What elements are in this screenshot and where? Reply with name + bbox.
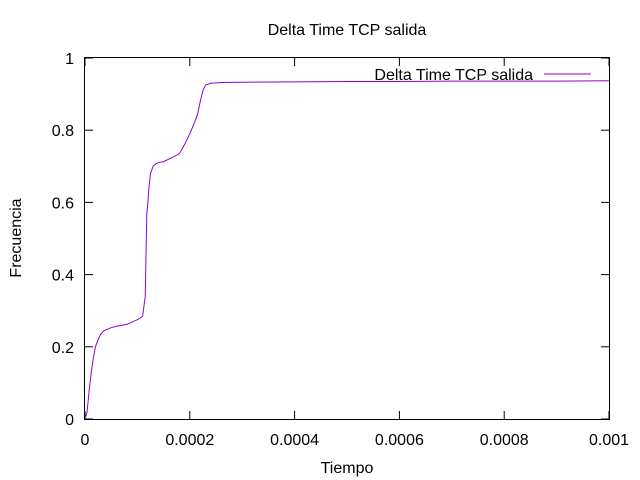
x-tick-label: 0.001 — [589, 432, 629, 449]
plot-frame — [84, 57, 610, 420]
y-tick-label: 0 — [65, 412, 74, 429]
y-tick-label: 1 — [65, 51, 74, 68]
x-tick-label: 0.0008 — [480, 432, 529, 449]
x-axis-label: Tiempo — [321, 460, 374, 477]
y-tick-label: 0.8 — [52, 123, 74, 140]
legend-label: Delta Time TCP salida — [374, 67, 533, 84]
y-tick-label: 0.2 — [52, 340, 74, 357]
plot-area — [84, 80, 610, 420]
x-tick-label: 0.0006 — [375, 432, 424, 449]
x-tick-label: 0.0002 — [165, 432, 214, 449]
y-tick-label: 0.4 — [52, 268, 74, 285]
legend: Delta Time TCP salida — [374, 67, 591, 84]
y-tick-label: 0.6 — [52, 195, 74, 212]
chart-title: Delta Time TCP salida — [268, 22, 427, 39]
y-axis-label: Frecuencia — [8, 198, 25, 277]
x-tick-label: 0 — [81, 432, 90, 449]
series-line — [84, 80, 610, 420]
x-tick-label: 0.0004 — [270, 432, 319, 449]
axis-ticks: 0 0.0002 0.0004 0.0006 0.0008 0.001 0 0.2 0.4 0.6… — [52, 51, 629, 449]
